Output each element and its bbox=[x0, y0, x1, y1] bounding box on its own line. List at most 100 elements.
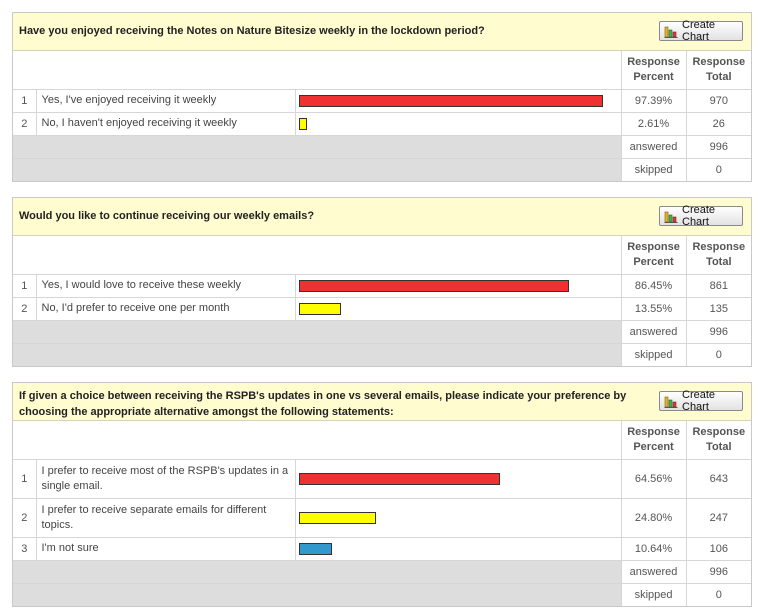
answered-label: answered bbox=[620, 134, 687, 158]
header-line: Total bbox=[706, 440, 732, 453]
question-header: If given a choice between receiving the … bbox=[13, 383, 751, 421]
create-chart-button[interactable]: Create Chart bbox=[659, 204, 743, 228]
skipped-count: 0 bbox=[686, 582, 752, 606]
response-percent: 97.39% bbox=[621, 88, 687, 112]
answer-label: I prefer to receive separate emails for … bbox=[36, 497, 296, 537]
question-title: If given a choice between receiving the … bbox=[19, 390, 627, 418]
create-chart-button[interactable]: Create Chart bbox=[659, 19, 743, 43]
response-total: 106 bbox=[686, 536, 752, 560]
answer-number: 2 bbox=[13, 497, 37, 537]
question-block: Would you like to continue receiving our… bbox=[12, 197, 752, 367]
response-total: 970 bbox=[686, 88, 752, 112]
skipped-count-row: skipped 0 bbox=[13, 157, 752, 181]
results-table: Response Percent Response Total 1 Yes, I've e… bbox=[13, 51, 752, 181]
header-line: Response bbox=[692, 240, 746, 253]
response-percent: 13.55% bbox=[621, 296, 687, 320]
question-block: Have you enjoyed receiving the Notes on … bbox=[12, 12, 752, 182]
answered-count-row: answered 996 bbox=[13, 134, 752, 158]
answer-number: 2 bbox=[13, 296, 37, 320]
response-total-header: Response Total bbox=[685, 421, 752, 459]
column-header-row: Response Percent Response Total bbox=[13, 236, 752, 274]
summary-spacer bbox=[13, 342, 622, 366]
skipped-label: skipped bbox=[620, 582, 687, 606]
create-chart-button[interactable]: Create Chart bbox=[659, 389, 743, 413]
response-total: 135 bbox=[686, 296, 752, 320]
response-bar bbox=[298, 542, 332, 555]
question-title: Would you like to continue receiving our… bbox=[19, 210, 315, 222]
bar-chart-icon bbox=[664, 395, 678, 408]
answer-number: 1 bbox=[13, 458, 37, 498]
response-percent-header: Response Percent bbox=[620, 51, 687, 89]
header-line: Response bbox=[627, 240, 680, 253]
response-percent: 10.64% bbox=[621, 536, 687, 560]
answered-count: 996 bbox=[686, 319, 752, 343]
answer-row: 2 No, I haven't enjoyed receiving it week… bbox=[13, 111, 752, 135]
header-line: Total bbox=[706, 70, 732, 83]
answer-label: Yes, I would love to receive these weekl… bbox=[36, 273, 296, 297]
answer-label: I prefer to receive most of the RSPB's u… bbox=[36, 458, 296, 498]
response-total: 861 bbox=[686, 273, 752, 297]
summary-spacer bbox=[13, 157, 622, 181]
results-table: Response Percent Response Total 1 Yes, I woul… bbox=[13, 236, 752, 366]
response-bar bbox=[298, 511, 376, 524]
answer-bar-cell bbox=[295, 296, 622, 320]
header-line: Response bbox=[692, 55, 746, 68]
summary-spacer bbox=[13, 134, 622, 158]
answer-row: 2 No, I'd prefer to receive one per month… bbox=[13, 296, 752, 320]
column-header-row: Response Percent Response Total bbox=[13, 421, 752, 459]
answer-label: No, I haven't enjoyed receiving it weekl… bbox=[36, 111, 296, 135]
header-line: Response bbox=[692, 425, 746, 438]
response-total: 26 bbox=[686, 111, 752, 135]
skipped-count: 0 bbox=[686, 342, 752, 366]
response-percent: 86.45% bbox=[621, 273, 687, 297]
answer-number: 1 bbox=[13, 88, 37, 112]
response-percent-header: Response Percent bbox=[620, 421, 687, 459]
response-percent: 64.56% bbox=[621, 458, 687, 498]
skipped-count: 0 bbox=[686, 157, 752, 181]
create-chart-label: Create Chart bbox=[682, 19, 716, 43]
answered-label: answered bbox=[620, 559, 687, 583]
answer-row: 1 Yes, I would love to receive these week… bbox=[13, 273, 752, 297]
summary-spacer bbox=[13, 319, 622, 343]
header-line: Response bbox=[627, 55, 680, 68]
header-spacer bbox=[13, 51, 622, 89]
bar-chart-icon bbox=[664, 25, 678, 38]
answer-label: No, I'd prefer to receive one per month bbox=[36, 296, 296, 320]
answer-row: 1 Yes, I've enjoyed receiving it weekly 97… bbox=[13, 88, 752, 112]
bar-chart-icon bbox=[664, 210, 678, 223]
answer-label: Yes, I've enjoyed receiving it weekly bbox=[36, 88, 296, 112]
question-title: Have you enjoyed receiving the Notes on … bbox=[19, 25, 485, 37]
results-table: Response Percent Response Total 1 I prefer to… bbox=[13, 421, 752, 606]
answer-number: 3 bbox=[13, 536, 37, 560]
answer-label: I'm not sure bbox=[36, 536, 296, 560]
skipped-count-row: skipped 0 bbox=[13, 342, 752, 366]
summary-spacer bbox=[13, 582, 622, 606]
answered-count-row: answered 996 bbox=[13, 559, 752, 583]
header-line: Percent bbox=[633, 70, 674, 83]
question-header: Have you enjoyed receiving the Notes on … bbox=[13, 13, 751, 51]
answered-count: 996 bbox=[686, 134, 752, 158]
response-bar bbox=[298, 302, 341, 315]
answered-label: answered bbox=[620, 319, 687, 343]
answered-count: 996 bbox=[686, 559, 752, 583]
response-bar bbox=[298, 117, 307, 130]
header-spacer bbox=[13, 236, 622, 274]
create-chart-label: Create Chart bbox=[682, 204, 716, 228]
question-header: Would you like to continue receiving our… bbox=[13, 198, 751, 236]
answer-row: 3 I'm not sure 10.64% 106 bbox=[13, 536, 752, 560]
answer-bar-cell bbox=[295, 536, 622, 560]
answer-number: 2 bbox=[13, 111, 37, 135]
question-block: If given a choice between receiving the … bbox=[12, 382, 752, 607]
answer-bar-cell bbox=[295, 497, 622, 537]
header-line: Percent bbox=[633, 255, 674, 268]
header-line: Percent bbox=[633, 440, 674, 453]
response-percent: 24.80% bbox=[621, 497, 687, 537]
summary-spacer bbox=[13, 559, 622, 583]
answer-bar-cell bbox=[295, 111, 622, 135]
column-header-row: Response Percent Response Total bbox=[13, 51, 752, 89]
skipped-label: skipped bbox=[620, 157, 687, 181]
skipped-count-row: skipped 0 bbox=[13, 582, 752, 606]
response-total: 643 bbox=[686, 458, 752, 498]
answer-number: 1 bbox=[13, 273, 37, 297]
